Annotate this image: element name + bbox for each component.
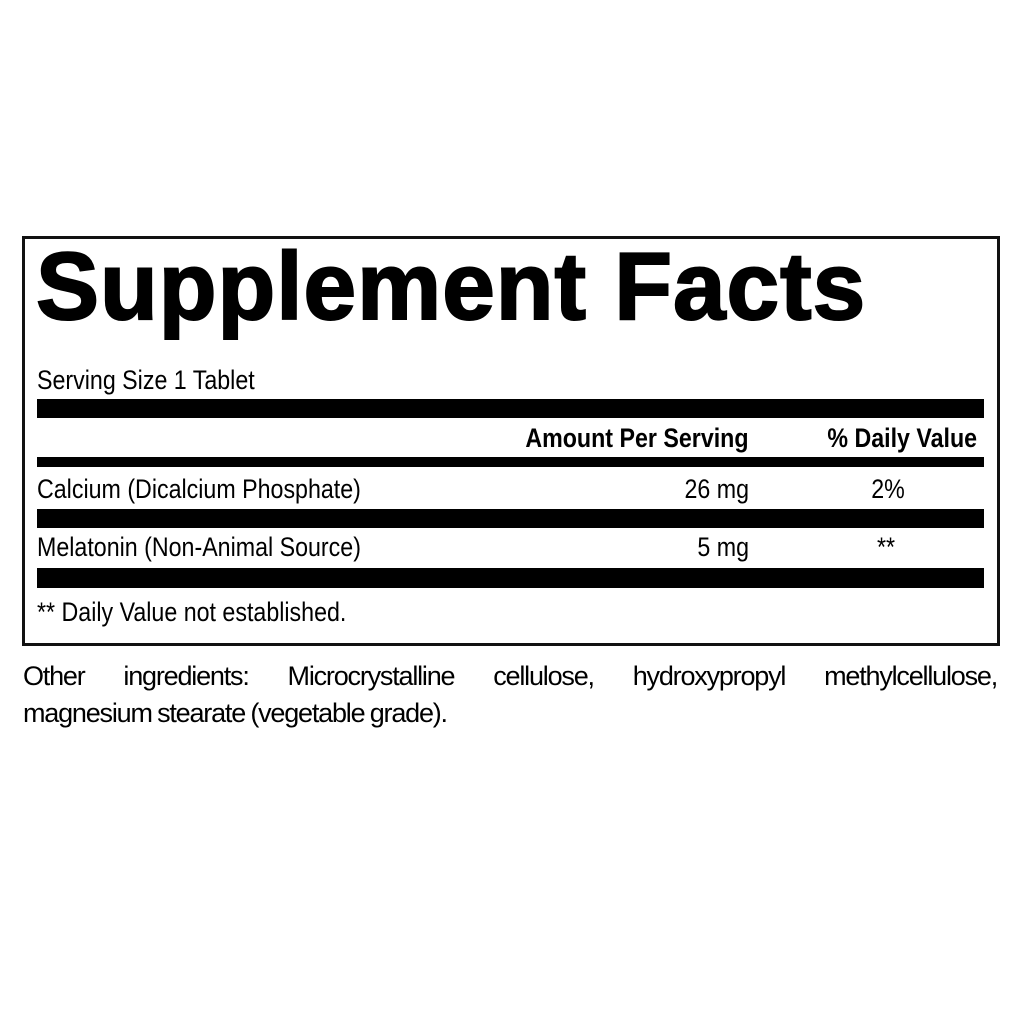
header-daily-value: % Daily Value <box>827 423 977 453</box>
footnote: ** Daily Value not established. <box>37 597 347 627</box>
nutrient-name: Melatonin (Non-Animal Source) <box>37 532 361 562</box>
nutrient-amount: 5 mg <box>697 532 749 562</box>
thick-divider <box>37 509 984 528</box>
serving-size: Serving Size 1 Tablet <box>37 365 255 395</box>
nutrient-daily-value: ** <box>876 532 896 562</box>
header-amount-per-serving: Amount Per Serving <box>525 423 749 453</box>
nutrient-amount: 26 mg <box>684 474 749 504</box>
nutrient-daily-value: 2% <box>871 474 905 504</box>
supplement-facts-panel <box>22 236 1000 646</box>
panel-title: Supplement Facts <box>35 232 867 341</box>
nutrient-name: Calcium (Dicalcium Phosphate) <box>37 474 361 504</box>
other-ingredients: Other ingredients: Microcrystalline cell… <box>23 658 998 732</box>
thick-divider <box>37 568 984 588</box>
thin-divider <box>37 457 984 467</box>
thick-divider <box>37 399 984 418</box>
other-ingredients-line: magnesium stearate (vegetable grade). <box>23 698 448 728</box>
other-ingredients-line: Other ingredients: Microcrystalline cell… <box>23 661 998 691</box>
